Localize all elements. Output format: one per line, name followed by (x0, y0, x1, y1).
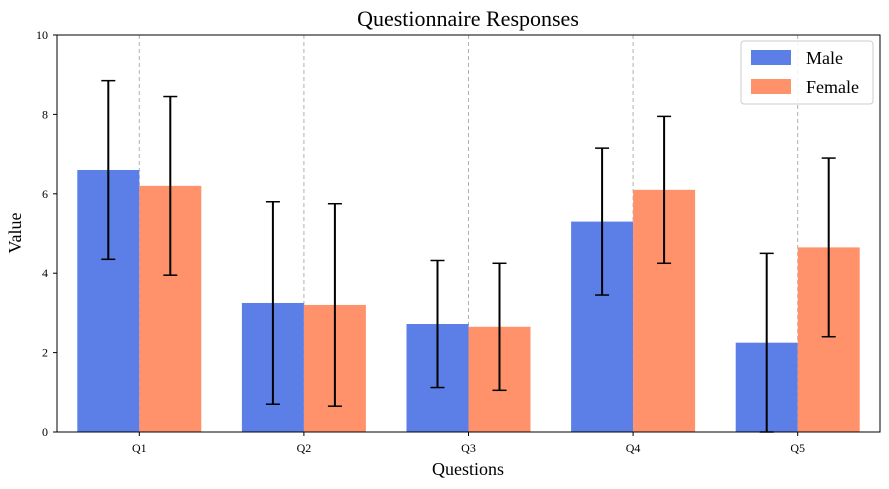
legend: Male Female (740, 40, 874, 105)
x-tick-label-q5: Q5 (790, 441, 805, 455)
x-tick-label-q2: Q2 (297, 441, 312, 455)
error-bar-male-q3 (430, 259, 445, 389)
x-tick-label-q1: Q1 (132, 441, 147, 455)
x-axis-title: Questions (432, 459, 504, 479)
error-bar-female-q2 (327, 202, 342, 407)
legend-swatch-female (751, 79, 791, 94)
error-bars-layer (101, 79, 836, 433)
legend-label-female: Female (806, 77, 859, 97)
y-axis: 0 2 4 6 8 10 (36, 28, 57, 439)
x-axis: Q1 Q2 Q3 Q4 Q5 (132, 432, 805, 455)
error-bar-male-q1 (101, 79, 116, 261)
error-bar-female-q1 (163, 95, 178, 276)
y-axis-title: Value (5, 212, 25, 253)
error-bar-male-q4 (595, 147, 610, 296)
y-tick-label: 2 (42, 346, 48, 360)
error-bar-female-q4 (657, 115, 672, 265)
y-tick-label: 6 (42, 187, 48, 201)
y-tick-label: 0 (42, 425, 48, 439)
error-bar-female-q5 (821, 157, 836, 338)
legend-swatch-male (751, 50, 791, 65)
legend-label-male: Male (806, 48, 843, 68)
chart-title: Questionnaire Responses (357, 6, 579, 31)
bars-layer (77, 169, 860, 433)
y-tick-label: 8 (42, 107, 48, 121)
error-bar-male-q2 (265, 200, 280, 405)
x-tick-label-q3: Q3 (461, 441, 476, 455)
error-bar-female-q3 (492, 262, 507, 392)
x-tick-label-q4: Q4 (626, 441, 641, 455)
y-tick-label: 4 (42, 266, 48, 280)
y-tick-label: 10 (36, 28, 48, 42)
